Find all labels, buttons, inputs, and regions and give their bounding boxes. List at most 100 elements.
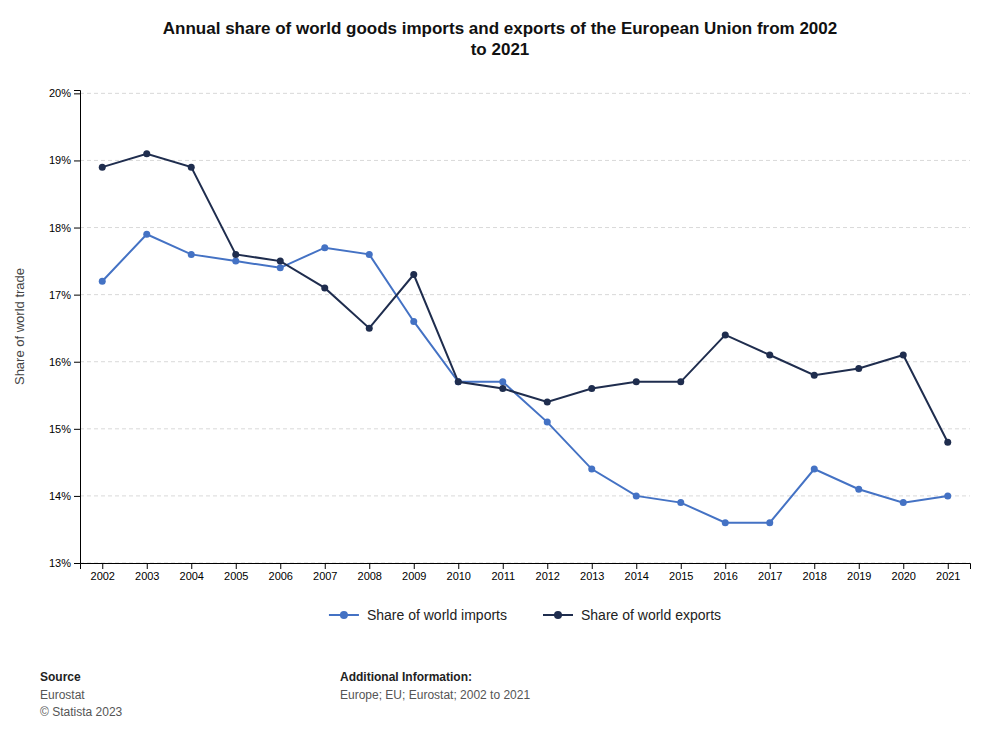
x-tick-mark [414, 563, 415, 569]
series-point [544, 398, 551, 405]
x-tick: 2021 [936, 563, 960, 582]
series-point [188, 164, 195, 171]
series-point [188, 251, 195, 258]
y-tick-mark [74, 429, 80, 430]
series-point [588, 385, 595, 392]
series-point [99, 278, 106, 285]
x-tick-label: 2017 [758, 570, 782, 582]
footer-body-line: © Statista 2023 [40, 705, 123, 719]
series-point [900, 499, 907, 506]
x-tick: 2009 [402, 563, 426, 582]
series-line [102, 154, 948, 442]
series-point [277, 264, 284, 271]
series-point [722, 519, 729, 526]
series-point [410, 318, 417, 325]
y-tick-label: 19% [49, 154, 71, 166]
title-line: to 2021 [471, 40, 530, 59]
series-point [455, 378, 462, 385]
x-tick-label: 2018 [803, 570, 827, 582]
x-tick-mark [191, 563, 192, 569]
x-tick: 2008 [358, 563, 382, 582]
x-tick-mark [592, 563, 593, 569]
y-tick-mark [74, 295, 80, 296]
legend-item: Share of world imports [329, 607, 507, 623]
x-tick-mark [503, 563, 504, 569]
series-line [102, 234, 948, 522]
y-tick-label: 15% [49, 423, 71, 435]
series-point [277, 258, 284, 265]
y-axis-line [74, 91, 81, 564]
x-tick-mark [903, 563, 904, 569]
legend-label: Share of world imports [367, 607, 507, 623]
y-tick-label: 13% [49, 557, 71, 569]
series-point [499, 385, 506, 392]
legend-item: Share of world exports [543, 607, 721, 623]
y-tick-mark [74, 496, 80, 497]
legend-swatch-marker [554, 611, 562, 619]
x-tick-label: 2002 [91, 570, 115, 582]
legend-swatch-marker [340, 611, 348, 619]
footer-label: Source [40, 670, 81, 684]
title: Annual share of world goods imports and … [163, 19, 837, 59]
y-tick-mark [74, 228, 80, 229]
x-tick-mark [147, 563, 148, 569]
grid-line [80, 428, 970, 429]
series-point [455, 378, 462, 385]
x-tick: 2020 [892, 563, 916, 582]
series-point [544, 419, 551, 426]
title-line: Annual share of world goods imports and … [163, 19, 837, 38]
x-tick-label: 2003 [135, 570, 159, 582]
x-tick-label: 2019 [847, 570, 871, 582]
series-point [855, 365, 862, 372]
x-tick-mark [458, 563, 459, 569]
legend: Share of world imports Share of world exp… [329, 607, 721, 623]
y-tick: 17% [49, 289, 80, 301]
series-point [677, 378, 684, 385]
grid-line [80, 495, 970, 496]
y-axis-title: Share of world trade [12, 268, 27, 385]
grid-line [80, 361, 970, 362]
x-tick-label: 2005 [224, 570, 248, 582]
x-tick: 2003 [135, 563, 159, 582]
series-point [811, 372, 818, 379]
series-point [99, 164, 106, 171]
y-tick-mark [74, 362, 80, 363]
x-tick: 2015 [669, 563, 693, 582]
grid [80, 93, 970, 563]
x-tick-label: 2008 [358, 570, 382, 582]
footer-body-line: Eurostat [40, 688, 85, 702]
x-tick-mark [280, 563, 281, 569]
x-tick-label: 2014 [625, 570, 649, 582]
x-tick-mark [948, 563, 949, 569]
x-tick: 2018 [803, 563, 827, 582]
x-tick: 2007 [313, 563, 337, 582]
y-tick-label: 16% [49, 356, 71, 368]
plot-area [99, 150, 952, 526]
x-tick-mark [681, 563, 682, 569]
x-tick: 2017 [758, 563, 782, 582]
footer-body-line: Europe; EU; Eurostat; 2002 to 2021 [340, 688, 530, 702]
series-point [855, 486, 862, 493]
y-tick: 19% [49, 154, 80, 166]
footer-body: Eurostat © Statista 2023 [40, 688, 123, 719]
series-point [232, 258, 239, 265]
series-point [143, 231, 150, 238]
x-tick-mark [325, 563, 326, 569]
y-tick-mark [74, 93, 80, 94]
x-tick-label: 2013 [580, 570, 604, 582]
series-point [944, 439, 951, 446]
chart: Annual share of world goods imports and … [0, 0, 1000, 743]
x-tick-mark [725, 563, 726, 569]
x-tick: 2019 [847, 563, 871, 582]
x-tick-mark [770, 563, 771, 569]
series-point [410, 271, 417, 278]
series-point [633, 492, 640, 499]
x-tick: 2004 [180, 563, 204, 582]
series-point [766, 519, 773, 526]
x-tick: 2016 [714, 563, 738, 582]
series-point [944, 492, 951, 499]
series-point [321, 284, 328, 291]
series-point [811, 466, 818, 473]
series-point [588, 466, 595, 473]
y-tick-label: 20% [49, 87, 71, 99]
